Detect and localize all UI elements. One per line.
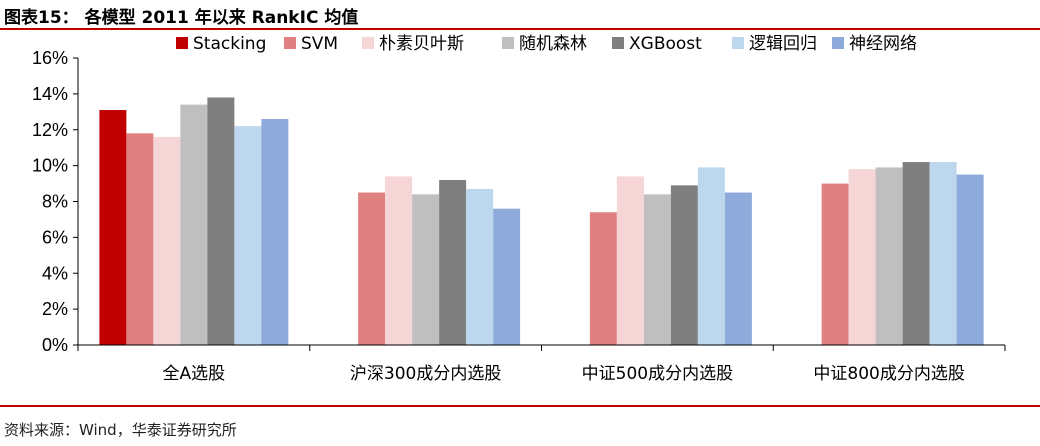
legend-label: Stacking [193, 34, 266, 54]
legend-swatch [362, 37, 374, 49]
bar [643, 194, 671, 345]
bar [875, 167, 903, 345]
bar [153, 136, 181, 345]
y-tick-label: 0% [42, 335, 68, 355]
bar [956, 174, 984, 345]
y-tick-label: 2% [42, 299, 68, 319]
bar [234, 126, 262, 345]
y-tick-label: 10% [32, 156, 68, 176]
bar [385, 176, 413, 345]
bottom-rule [0, 405, 1040, 407]
bar [126, 133, 154, 345]
category-label: 全A选股 [163, 364, 226, 384]
bar [821, 183, 849, 345]
y-tick-label: 16% [32, 48, 68, 68]
legend-label: XGBoost [629, 34, 702, 54]
legend-swatch [176, 37, 188, 49]
y-tick-label: 12% [32, 120, 68, 140]
legend-swatch [284, 37, 296, 49]
bar [670, 185, 698, 345]
y-axis: 0% 2% 4% 6% 8% 10% 12% 14% 16% [32, 48, 79, 355]
legend-swatch [502, 37, 514, 49]
legend-swatch [832, 37, 844, 49]
y-tick-label: 6% [42, 227, 68, 247]
bar [589, 212, 617, 345]
legend-label: 逻辑回归 [749, 34, 817, 54]
bar [697, 167, 725, 345]
x-axis: 全A选股 沪深300成分内选股 中证500成分内选股 中证800成分内选股 [77, 344, 1006, 384]
category-label: 中证800成分内选股 [813, 364, 964, 384]
legend-swatch [612, 37, 624, 49]
bar [439, 179, 467, 345]
bar [261, 118, 289, 345]
legend-label: 随机森林 [519, 34, 587, 54]
bar [616, 176, 644, 345]
bar [180, 104, 208, 345]
bar [207, 97, 235, 346]
bar [902, 162, 930, 345]
bar [724, 192, 752, 345]
legend: Stacking SVM 朴素贝叶斯 随机森林 XGBoost 逻辑回归 神经网络 [176, 34, 917, 54]
bar [358, 192, 386, 345]
bar [493, 208, 521, 345]
legend-swatch [732, 37, 744, 49]
category-label: 沪深300成分内选股 [350, 364, 501, 384]
y-tick-label: 8% [42, 192, 68, 212]
legend-label: 神经网络 [849, 34, 917, 54]
top-rule [0, 28, 1040, 30]
bar [466, 188, 494, 345]
bar [412, 194, 440, 345]
y-tick-label: 4% [42, 263, 68, 283]
bar [848, 169, 876, 345]
bar [99, 110, 127, 345]
y-tick-label: 14% [32, 84, 68, 104]
figure-title: 图表15： 各模型 2011 年以来 RankIC 均值 [4, 8, 359, 28]
source-note: 资料来源：Wind，华泰证券研究所 [4, 421, 237, 439]
legend-label: 朴素贝叶斯 [379, 34, 464, 54]
bars [99, 97, 984, 346]
legend-label: SVM [301, 34, 338, 54]
category-label: 中证500成分内选股 [582, 364, 733, 384]
bar [929, 162, 957, 345]
